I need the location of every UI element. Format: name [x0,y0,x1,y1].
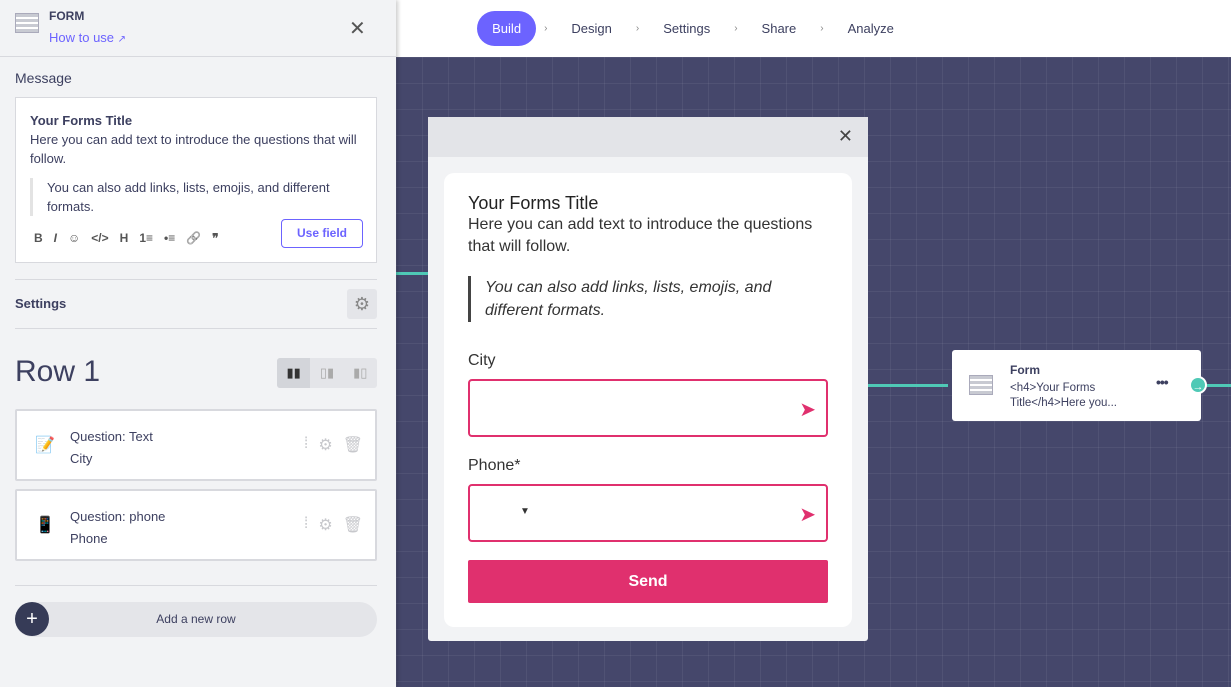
plus-icon[interactable]: + [15,602,49,636]
trash-icon[interactable]: 🗑 [342,517,363,534]
question-item-phone[interactable]: 📱 Question: phone Phone ⁞ ⚙ 🗑 [15,489,377,561]
question-type: Question: phone [70,509,166,524]
city-label: City [468,352,496,369]
add-row-label: Add a new row [156,612,236,626]
output-port-icon[interactable]: → [1189,376,1207,394]
row-title: Row 1 [15,355,101,388]
italic-icon[interactable]: I [53,231,58,245]
gear-icon[interactable]: ⚙ [347,289,377,319]
external-link-icon: ↗ [117,34,127,45]
node-title: Form [1010,363,1040,377]
preview-title: Your Forms Title [468,193,599,213]
format-toolbar: B I ☺ </> H 1≡ •≡ 🔗 ❞ [34,229,219,248]
close-icon[interactable]: ✕ [349,18,366,40]
drag-handle-icon[interactable]: ⁞ [303,435,309,452]
bold-icon[interactable]: B [34,231,43,245]
quote-icon[interactable]: ❞ [212,231,219,245]
heading-icon[interactable]: H [119,231,129,245]
phone-input[interactable]: ▼ ➤ [468,484,828,542]
step-share[interactable]: Share [761,21,797,36]
ordered-list-icon[interactable]: 1≡ [139,231,153,245]
more-options-icon[interactable]: ••• [1156,374,1169,390]
add-row-button[interactable]: + Add a new row [15,602,377,637]
phone-label: Phone* [468,457,521,474]
edge [1204,384,1231,387]
bullet-list-icon[interactable]: •≡ [164,231,176,245]
layout-left-icon[interactable]: ▯▮ [319,365,335,380]
how-to-use-link[interactable]: How to use ↗ [49,30,126,45]
message-editor[interactable]: Your Forms Title Here you can add text t… [15,97,377,263]
drag-handle-icon[interactable]: ⁞ [303,515,309,532]
panel-title: FORM [49,9,85,23]
send-arrow-icon[interactable]: ➤ [799,504,816,526]
step-settings[interactable]: Settings [663,21,711,36]
gear-icon[interactable]: ⚙ [318,437,333,454]
form-icon [15,13,39,33]
edge [868,384,948,387]
message-quote: You can also add links, lists, emojis, a… [30,178,362,216]
question-type: Question: Text [70,429,153,444]
edge [396,272,428,275]
close-icon[interactable]: ✕ [837,126,853,146]
question-item-city[interactable]: 📝 Question: Text City ⁞ ⚙ 🗑 [15,409,377,481]
link-icon[interactable]: 🔗 [186,231,202,245]
message-label: Message [15,70,72,86]
settings-label: Settings [15,296,67,311]
step-build[interactable]: Build [477,11,537,46]
row-layout-toggle: ▮▮ ▯▮ ▮▯ [277,358,377,388]
city-input[interactable]: ➤ [468,379,828,437]
memo-icon: 📝 [35,437,55,454]
message-title: Your Forms Title [30,113,133,128]
form-preview-modal: ✕ Your Forms Title Here you can add text… [428,117,868,641]
country-dropdown-icon[interactable]: ▼ [520,506,530,517]
node-description: <h4>Your Forms Title</h4>Here you... [1010,382,1117,409]
gear-icon[interactable]: ⚙ [318,517,333,534]
send-button[interactable]: Send [468,560,828,603]
how-to-use-label: How to use [49,30,115,45]
form-node[interactable]: Form <h4>Your Forms Title</h4>Here you..… [952,350,1207,421]
trash-icon[interactable]: 🗑 [342,437,363,454]
question-name: City [70,451,93,466]
emoji-icon[interactable]: ☺ [68,231,81,245]
form-editor-panel: FORM How to use ↗ ✕ Message Your Forms T… [0,0,396,687]
use-field-button[interactable]: Use field [280,219,363,248]
code-icon[interactable]: </> [91,231,109,245]
layout-right-icon[interactable]: ▮▯ [353,365,368,380]
form-icon [969,375,993,395]
step-analyze[interactable]: Analyze [847,21,894,36]
preview-body: Here you can add text to introduce the q… [468,216,813,255]
mobile-phone-icon: 📱 [35,517,55,534]
message-body: Here you can add text to introduce the q… [30,132,357,166]
send-arrow-icon[interactable]: ➤ [799,399,816,421]
preview-quote: You can also add links, lists, emojis, a… [468,276,828,322]
layout-equal-icon[interactable]: ▮▮ [277,358,311,388]
question-name: Phone [70,531,108,546]
top-nav: Build › Design › Settings › Share › Analyze [396,0,1231,57]
form-preview-card: Your Forms Title Here you can add text t… [444,173,852,627]
step-design[interactable]: Design [571,21,612,36]
